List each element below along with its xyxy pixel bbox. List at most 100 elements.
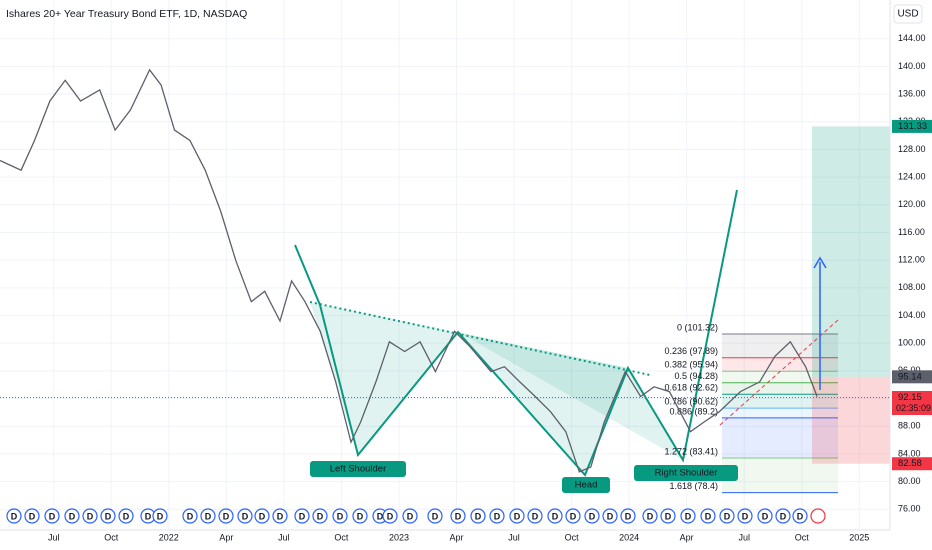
dividend-label: D [145, 511, 152, 521]
dividend-label: D [377, 511, 384, 521]
dividend-marker[interactable] [294, 508, 310, 524]
dividend-label: D [570, 511, 577, 521]
dividend-marker[interactable] [152, 508, 168, 524]
dividend-marker[interactable] [6, 508, 22, 524]
dividend-marker[interactable] [757, 508, 773, 524]
dividend-marker[interactable] [312, 508, 328, 524]
dividend-label: D [607, 511, 614, 521]
y-tick-label: 108.00 [898, 282, 926, 292]
arrow-head [813, 256, 827, 269]
dividend-marker[interactable] [470, 508, 486, 524]
dividend-marker[interactable] [254, 508, 270, 524]
axes: 76.0080.0084.0088.0092.0096.00100.00104.… [48, 33, 932, 542]
y-tick-label: 88.00 [898, 421, 921, 431]
position [0, 126, 890, 464]
dividend-marker[interactable] [44, 508, 60, 524]
x-tick-label: 2023 [389, 532, 409, 542]
dividend-label: D [105, 511, 112, 521]
dividend-marker[interactable] [489, 508, 505, 524]
annotations: Left Shoulder Head Right Shoulder [310, 461, 738, 493]
dividend-marker[interactable] [602, 508, 618, 524]
dividend-marker[interactable] [100, 508, 116, 524]
dividend-marker[interactable] [332, 508, 348, 524]
y-tick-label: 136.00 [898, 88, 926, 98]
dividend-label: D [762, 511, 769, 521]
dividend-label: D [49, 511, 56, 521]
dividend-label: D [29, 511, 36, 521]
dividend-marker[interactable] [450, 508, 466, 524]
fib-label: 0.886 (89.2) [669, 406, 718, 416]
dividend-label: D [87, 511, 94, 521]
dividend-marker[interactable] [584, 508, 600, 524]
dividend-marker[interactable] [182, 508, 198, 524]
dividend-label: D [242, 511, 249, 521]
dividend-marker[interactable] [237, 508, 253, 524]
dividend-marker[interactable] [565, 508, 581, 524]
dividend-label: D [317, 511, 324, 521]
dividend-label: D [724, 511, 731, 521]
fib-label: 0.5 (94.28) [674, 371, 718, 381]
dividend-marker[interactable] [272, 508, 288, 524]
dividend-marker[interactable] [24, 508, 40, 524]
dividend-marker[interactable] [620, 508, 636, 524]
dividend-label: D [685, 511, 692, 521]
fib-retracement: 0 (101.32) 0.236 (97.89) 0.382 (95.94)0.5 … [664, 322, 838, 494]
dividend-marker[interactable] [352, 508, 368, 524]
price-label: 92.15 [898, 392, 922, 403]
x-tick-label: Oct [565, 532, 580, 542]
event-marker [810, 508, 826, 524]
dividend-label: D [69, 511, 76, 521]
dividend-marker[interactable] [82, 508, 98, 524]
y-tick-label: 112.00 [898, 255, 925, 265]
dividend-marker[interactable] [200, 508, 216, 524]
currency-box[interactable] [893, 4, 923, 24]
trend-line [719, 319, 839, 426]
x-tick-label: Jul [278, 532, 290, 542]
price-line [0, 68, 818, 473]
dividend-marker[interactable] [64, 508, 80, 524]
annotation: Right Shoulder [655, 468, 718, 479]
dividend-marker[interactable] [382, 508, 398, 524]
dividend-marker[interactable] [427, 508, 443, 524]
fib-label: 0.618 (92.62) [664, 383, 718, 393]
fib-zone [722, 334, 838, 358]
dividend-marker[interactable] [547, 508, 563, 524]
x-tick-label: Jul [508, 532, 520, 542]
dividend-marker[interactable] [509, 508, 525, 524]
dividend-marker[interactable] [218, 508, 234, 524]
annotation: Head [575, 480, 598, 491]
dividend-marker[interactable] [527, 508, 543, 524]
fib-zone [722, 371, 838, 383]
annotation: Left Shoulder [330, 464, 387, 475]
dividend-marker[interactable] [642, 508, 658, 524]
y-tick-label: 120.00 [898, 199, 926, 209]
dividend-marker[interactable] [700, 508, 716, 524]
price-label: 95.14 [898, 371, 922, 382]
dividend-label: D [187, 511, 194, 521]
dividend-marker[interactable] [680, 508, 696, 524]
dividend-label: D [387, 511, 394, 521]
currency: USD [897, 9, 918, 20]
dividend-marker[interactable] [660, 508, 676, 524]
dividend-marker[interactable] [719, 508, 735, 524]
dividend-label: D [407, 511, 414, 521]
dividend-label: D [432, 511, 439, 521]
profit-zone [812, 126, 890, 377]
y-tick-label: 84.00 [898, 448, 921, 458]
y-tick-label: 128.00 [898, 144, 926, 154]
dividend-label: D [299, 511, 306, 521]
x-tick-label: Oct [795, 532, 810, 542]
dividend-marker[interactable] [402, 508, 418, 524]
dividend-label: D [625, 511, 632, 521]
dividend-marker[interactable] [118, 508, 134, 524]
y-tick-label: 100.00 [898, 338, 926, 348]
fib-label: 0.236 (97.89) [664, 346, 718, 356]
price-label-box [892, 457, 932, 471]
dividend-marker[interactable] [792, 508, 808, 524]
y-tick-label: 104.00 [898, 310, 926, 320]
dividend-marker[interactable] [775, 508, 791, 524]
y-tick-label: 116.00 [898, 227, 925, 237]
annotation-box [562, 477, 610, 493]
dividend-marker[interactable] [737, 508, 753, 524]
